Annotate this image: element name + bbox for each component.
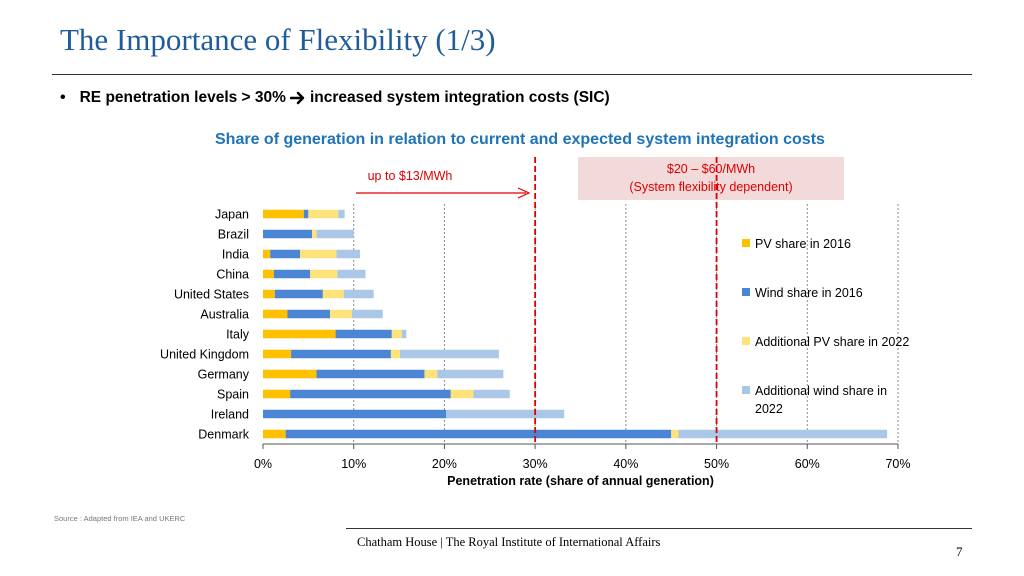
right-arrow-icon	[289, 91, 305, 105]
category-label: Denmark	[198, 428, 249, 442]
x-tick-label: 0%	[254, 457, 272, 471]
bar-brazil-series-2	[311, 229, 317, 239]
slide-title: The Importance of Flexibility (1/3)	[60, 22, 496, 57]
bar-italy-series-2	[391, 329, 402, 339]
chart-title: Share of generation in relation to curre…	[215, 131, 825, 148]
bar-spain-series-3	[473, 389, 510, 399]
category-label: Brazil	[218, 228, 249, 242]
x-tick-label: 60%	[795, 457, 820, 471]
bar-brazil-series-3	[316, 229, 354, 239]
category-label: India	[222, 248, 249, 262]
bar-australia-series-2	[330, 309, 352, 319]
bar-china-series-3	[337, 269, 366, 279]
bar-india-series-0	[263, 249, 271, 259]
bar-spain-series-0	[263, 389, 291, 399]
bar-united-states-series-3	[343, 289, 374, 299]
bar-ireland-series-1	[263, 409, 447, 419]
legend-swatch-1	[742, 288, 750, 296]
category-label: Japan	[215, 208, 249, 222]
category-label: Ireland	[211, 408, 249, 422]
sic-expected-cost-label: $20 – $60/MWh	[667, 162, 755, 176]
sic-flexibility-note: (System flexibility dependent)	[629, 180, 792, 194]
bullet-lead-text: RE penetration levels > 30%	[79, 89, 286, 106]
category-label: United Kingdom	[160, 348, 249, 362]
bar-italy-series-0	[263, 329, 336, 339]
sic-range-box	[578, 157, 844, 200]
bar-germany-series-3	[437, 369, 504, 379]
bar-italy-series-3	[401, 329, 407, 339]
bar-denmark-series-0	[263, 429, 286, 439]
category-label: United States	[174, 288, 249, 302]
current-cost-label: up to $13/MWh	[368, 169, 453, 183]
bar-denmark-series-3	[678, 429, 888, 439]
page-number: 7	[956, 544, 963, 559]
legend-label-3: Additional wind share in 2022	[755, 384, 887, 416]
bar-india-series-2	[300, 249, 337, 259]
bar-china-series-0	[263, 269, 274, 279]
x-tick-label: 20%	[432, 457, 457, 471]
bar-united-states-series-2	[322, 289, 344, 299]
legend-label-1: Wind share in 2016	[755, 286, 863, 300]
bar-japan-series-2	[308, 209, 339, 219]
source-note: Source : Adapted from IEA and UKERC	[54, 514, 186, 523]
legend-label-2: Additional PV share in 2022	[755, 335, 909, 349]
x-tick-label: 50%	[704, 457, 729, 471]
bar-italy-series-1	[335, 329, 392, 339]
bar-australia-series-0	[263, 309, 288, 319]
x-axis-title: Penetration rate (share of annual genera…	[447, 474, 714, 488]
category-label: Germany	[198, 368, 250, 382]
bar-japan-series-3	[338, 209, 345, 219]
title-divider	[52, 74, 972, 75]
bar-spain-series-1	[290, 389, 451, 399]
bullet-dot-icon: •	[60, 89, 66, 106]
current-cost-arrow-icon	[517, 187, 531, 199]
bar-brazil-series-1	[263, 229, 312, 239]
bar-japan-series-0	[263, 209, 304, 219]
bar-ireland-series-3	[446, 409, 565, 419]
bar-united-states-series-1	[274, 289, 323, 299]
bar-united-kingdom-series-0	[263, 349, 292, 359]
x-tick-label: 10%	[341, 457, 366, 471]
bullet-trail-text: increased system integration costs (SIC)	[309, 89, 610, 106]
bar-united-states-series-0	[263, 289, 275, 299]
bullet-point: • RE penetration levels > 30% increased …	[60, 89, 610, 107]
footer-divider	[346, 528, 972, 529]
bar-germany-series-2	[424, 369, 438, 379]
legend-swatch-3	[742, 386, 750, 394]
bar-denmark-series-1	[285, 429, 672, 439]
bar-spain-series-2	[450, 389, 474, 399]
bar-china-series-1	[273, 269, 311, 279]
bar-india-series-1	[270, 249, 301, 259]
category-label: Italy	[226, 328, 250, 342]
bar-denmark-series-2	[671, 429, 679, 439]
bar-australia-series-1	[287, 309, 331, 319]
category-label: Spain	[217, 388, 249, 402]
bar-united-kingdom-series-3	[399, 349, 499, 359]
x-tick-label: 30%	[523, 457, 548, 471]
category-label: China	[216, 268, 249, 282]
bar-india-series-3	[336, 249, 361, 259]
legend-swatch-0	[742, 239, 750, 247]
legend-label-0: PV share in 2016	[755, 237, 851, 251]
bar-germany-series-1	[316, 369, 425, 379]
bar-germany-series-0	[263, 369, 317, 379]
x-tick-label: 70%	[885, 457, 910, 471]
x-tick-label: 40%	[613, 457, 638, 471]
bar-china-series-2	[310, 269, 338, 279]
bar-japan-series-1	[303, 209, 309, 219]
legend-swatch-2	[742, 337, 750, 345]
bar-united-kingdom-series-2	[390, 349, 400, 359]
category-label: Australia	[200, 308, 249, 322]
bar-australia-series-3	[351, 309, 383, 319]
footer-organization: Chatham House | The Royal Institute of I…	[357, 535, 661, 549]
bar-united-kingdom-series-1	[291, 349, 391, 359]
